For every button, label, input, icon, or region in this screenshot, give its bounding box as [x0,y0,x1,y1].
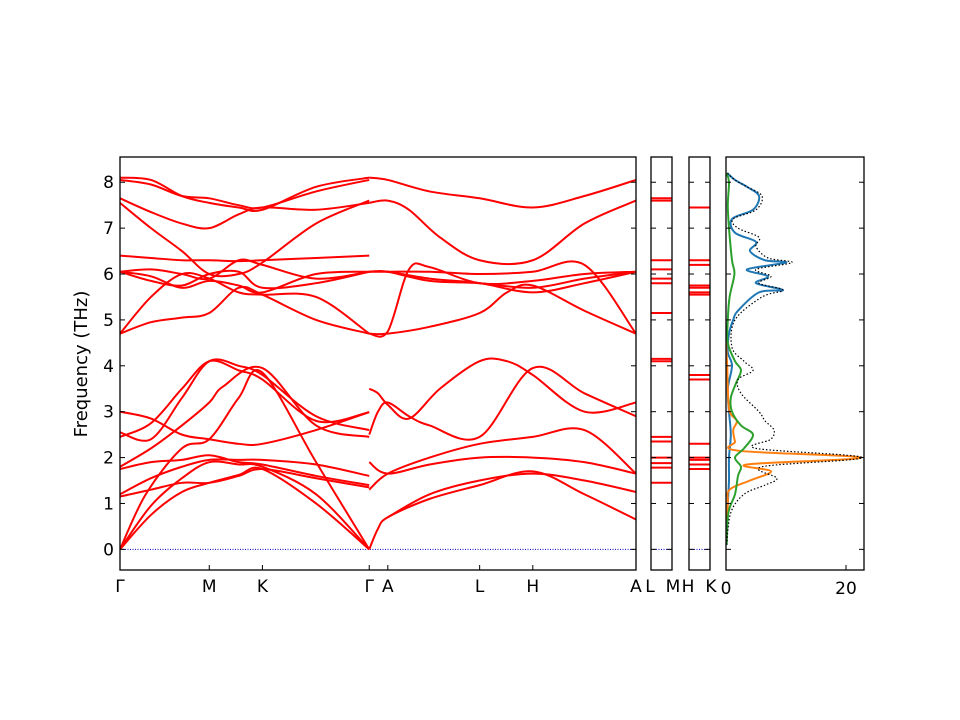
phonon-band-line [120,272,370,335]
y-tick-label: 5 [103,311,114,331]
y-tick-label: 6 [103,265,114,285]
phonon-band-line [120,199,370,278]
x-tick-label-H: H [682,577,695,597]
phonon-band-line [368,365,636,441]
x-tick-label-M: M [202,577,217,597]
phonon-band-line [120,466,370,551]
phonon-band-line [120,460,370,551]
phonon-band-line [368,455,636,475]
x-tick-label-K: K [705,577,717,597]
y-tick-label: 3 [103,403,114,423]
phonon-band-line [120,468,370,498]
total-dos-line [726,172,863,545]
phonon-band-line [120,358,370,442]
y-axis-label: Frequency (THz) [71,291,92,438]
phonon-band-line [369,262,636,338]
x-tick-label-Γ: Γ [115,577,125,597]
phonon-band-line [368,470,636,550]
panel-frame [688,156,711,571]
panel-frame [725,156,865,571]
y-tick-label: 4 [103,357,114,377]
x-tick-label-K: K [257,577,269,597]
x-tick-label-A: A [630,577,642,597]
x-tick-label-M: M [666,577,681,597]
phonon-band-line [369,283,636,336]
phonon-band-line [120,197,370,230]
phonon-band-line [120,410,370,447]
y-tick-label: 7 [103,219,114,239]
phonon-band-line [120,369,371,550]
band-group-2 [689,206,710,550]
phonon-band-line [120,258,370,281]
phonon-band-line [369,260,636,335]
x-tick-label-H: H [526,577,539,597]
phonon-band-line [120,176,370,213]
y-tick-label: 2 [103,449,114,469]
phonon-band-line [120,458,370,496]
panel-frame [650,156,673,571]
partial-dos-line [726,172,788,545]
phonon-band-line [120,178,370,210]
y-tick-label: 0 [103,540,114,560]
phonon-band-line [120,454,370,487]
dos-x-tick-label: 0 [721,579,732,599]
phonon-band-line [387,472,636,519]
dos-x-tick-label: 20 [835,579,857,599]
phonon-band-line [369,199,636,265]
band-group-0 [120,176,636,551]
x-tick-label-L: L [475,577,485,597]
phonon-band-line [368,427,636,491]
phonon-band-line [120,365,370,468]
y-tick-label: 1 [103,494,114,514]
phonon-band-line [120,285,370,335]
x-tick-label-L: L [645,577,655,597]
y-tick-label: 8 [103,173,114,193]
partial-dos-line [726,342,863,541]
phonon-band-line [120,254,370,263]
dos-group [726,172,863,545]
band-group-1 [651,197,672,550]
x-tick-label-Γ: Γ [364,577,374,597]
phonon-band-line [120,269,370,290]
x-tick-label-A: A [382,577,394,597]
partial-dos-line [726,172,754,545]
panel-frame [119,156,637,571]
phonon-band-line [120,270,370,294]
phonon-band-line [368,357,636,420]
phonon-band-line [369,176,636,209]
